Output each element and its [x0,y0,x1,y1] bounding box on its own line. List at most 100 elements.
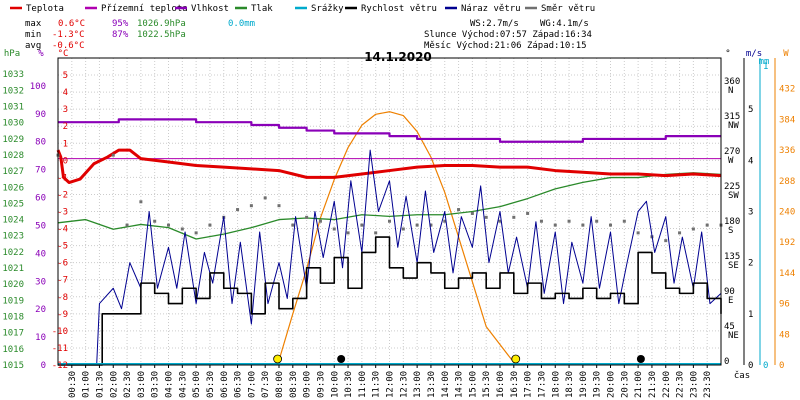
dir-tick-name: E [728,296,733,306]
c-tick: -7 [57,276,68,286]
c-tick: 3 [63,105,68,115]
wind-direction-point [401,227,405,231]
wind-direction-point [263,196,267,200]
w-tick: 0 [779,361,784,371]
temperature-line [56,148,722,185]
x-tick-label: 15:30 [482,371,492,398]
x-tick-label: 04:30 [178,371,188,398]
moonrise-marker [636,355,645,363]
pct-tick: 30 [35,277,46,287]
c-tick: 5 [63,71,68,81]
wind-direction-point [512,215,516,219]
max-press: 1026.9hPa [137,19,186,29]
x-tick-label: 14:30 [455,371,465,398]
c-tick: 1 [63,139,68,149]
wind-direction-point [484,215,488,219]
x-tick-label: 17:30 [537,371,547,398]
hpa-tick: 1018 [2,313,24,323]
x-tick-label: 21:30 [648,371,658,398]
hpa-tick: 1026 [2,183,24,193]
min-label: min [25,30,41,40]
max-hum: 95% [112,19,129,29]
x-tick-label: 01:30 [95,371,105,398]
mm-tick: 0 [763,361,768,371]
hpa-tick: 1015 [2,361,24,371]
max-label: max [25,19,42,29]
hpa-tick: 1019 [2,296,24,306]
x-tick-label: 06:30 [234,371,244,398]
hpa-tick: 1016 [2,345,24,355]
x-tick-label: 14:00 [441,371,451,398]
wind-direction-point [305,215,309,219]
pct-tick: 70 [35,166,46,176]
ms-tick: 2 [748,259,753,269]
humidity-line [58,118,721,143]
pct-tick: 10 [35,333,46,343]
wind-direction-point [332,227,336,231]
pct-tick: 40 [35,249,46,259]
wind-direction-point [236,208,240,212]
stats-block: max 0.6°C 95% 1026.9hPa 0.0mm min -1.3°C… [25,19,592,51]
wind-direction-point [581,223,585,227]
wind-gust-line [58,149,722,366]
dir-tick-name: S [728,226,733,236]
x-tick-label: 19:30 [593,371,603,398]
wind-direction-point [180,227,184,231]
hpa-tick: 1032 [2,86,24,96]
wind-direction-point [153,219,157,223]
pct-tick: 100 [30,82,46,92]
ms-tick: 5 [748,105,753,115]
hpa-tick: 1020 [2,280,24,290]
x-tick-label: 09:00 [303,371,313,398]
sunrise-marker [273,354,283,364]
hpa-tick: 1027 [2,167,24,177]
mm-axis-label: mm [759,57,770,67]
dir-tick: 360 [724,77,740,87]
wind-direction-point [553,223,557,227]
ms-tick: 4 [748,156,753,166]
w-tick: 432 [779,85,795,95]
wind-direction-point [636,231,640,235]
wind-direction-point [388,219,391,223]
w-tick: 288 [779,177,795,187]
wind-direction-point [249,204,253,208]
wind-direction-point [415,223,419,227]
ms-tick: 1 [748,310,753,320]
wind-direction-point [595,219,599,223]
x-tick-label: 01:00 [82,371,92,398]
x-tick-label: 09:30 [316,371,326,398]
x-tick-label: 18:30 [565,371,575,398]
wind-direction-point [360,223,364,227]
pct-tick: 60 [35,194,46,204]
c-tick: 4 [63,88,68,98]
dir-tick-name: N [728,86,733,96]
dir-tick-name: W [728,156,734,166]
x-tick-label: 19:00 [579,371,589,398]
x-tick-label: 15:00 [468,371,478,398]
x-tick-label: 20:30 [620,371,630,398]
x-tick-label: 05:00 [192,371,202,398]
wind-direction-point [705,223,709,227]
x-tick-label: 11:30 [372,371,382,398]
wind-direction-point [443,219,447,223]
wind-direction-point [567,219,571,223]
c-tick: -4 [57,225,68,235]
x-tick-label: 21:00 [634,371,644,398]
hpa-tick: 1030 [2,119,24,129]
legend-label-tlak: Tlak [251,4,273,14]
pct-tick: 0 [41,361,46,371]
mm-tick: 1 [763,62,768,72]
pct-tick: 20 [35,305,46,315]
moon-times: Měsíc Východ:21:06 Západ:10:15 [424,41,587,51]
max-rain: 0.0mm [228,19,255,29]
c-tick: -3 [57,208,68,218]
legend-label-vlhkost: Vlhkost [191,4,229,14]
dir-tick-name: SW [728,191,739,201]
c-tick: -8 [57,293,68,303]
wind-direction-point [664,239,668,243]
x-tick-label: 16:30 [510,371,520,398]
x-tick-label: 18:00 [551,371,561,398]
wind-direction-point [374,231,378,235]
x-tick-label: 20:00 [607,371,617,398]
